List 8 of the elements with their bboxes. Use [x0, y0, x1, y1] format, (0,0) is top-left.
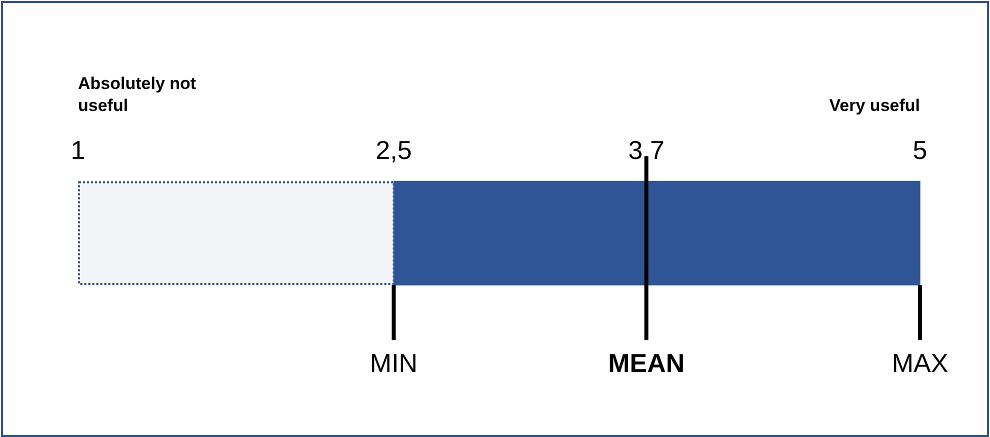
x-tick-label: 5	[912, 134, 928, 165]
x-tick-label: 1	[70, 134, 86, 165]
x-tick-label: 2,5	[376, 134, 412, 165]
ref-line-label: MEAN	[608, 348, 685, 378]
text: Absolutely not useful	[78, 74, 196, 116]
text: Very useful	[829, 96, 920, 116]
ref-line-label: MAX	[892, 348, 948, 378]
ref-line-label: MIN	[370, 348, 418, 378]
